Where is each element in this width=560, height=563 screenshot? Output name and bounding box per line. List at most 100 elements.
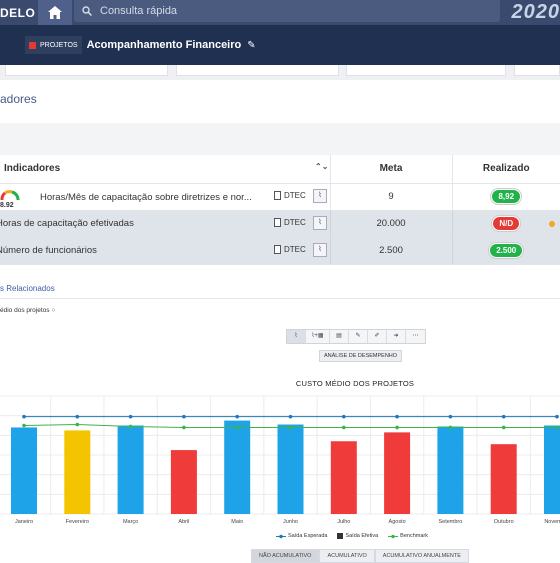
export-button[interactable]: ➜ <box>387 330 406 343</box>
add-series-button[interactable]: ⌇+▦ <box>306 330 330 343</box>
project-bar: PROJETOS Acompanhamento Financeiro ✎ <box>0 25 560 65</box>
summary-card <box>176 65 339 76</box>
chart-bar <box>64 430 90 514</box>
table-row[interactable]: Horas de capacitação efetivadas DTEC ⌇ 2… <box>0 210 560 237</box>
chart-bar <box>118 426 144 515</box>
sort-icon[interactable]: ⌃⌄ <box>315 162 328 171</box>
status-badge: 2.500 <box>489 243 523 258</box>
line-chart-button[interactable]: ⌇ <box>287 330 306 343</box>
trend-chart-button[interactable]: ⌇ <box>313 216 327 230</box>
table-row[interactable]: 8.92 Horas/Mês de capacitação sobre dire… <box>0 183 560 210</box>
home-button[interactable] <box>38 0 72 25</box>
col-indicadores[interactable]: Indicadores⌃⌄ <box>0 155 330 183</box>
x-tick-label: Julho <box>337 519 350 525</box>
series-point <box>342 415 346 419</box>
x-tick-label: Junho <box>283 519 298 525</box>
x-tick-label: Maio <box>231 519 243 525</box>
edit-pencil-icon[interactable]: ✎ <box>247 40 255 51</box>
col-realizado: Realizado <box>452 155 560 183</box>
series-point <box>289 415 293 419</box>
chart-bar <box>491 444 517 514</box>
x-tick-label: Setembro <box>438 519 462 525</box>
chart-bar <box>11 427 37 514</box>
series-point <box>235 426 239 430</box>
table-row[interactable]: Número de funcionários DTEC ⌇ 2.500 2.50… <box>0 237 560 264</box>
brand-label: DELO <box>0 6 38 20</box>
series-point <box>555 426 559 430</box>
tab-nao-acumulativo[interactable]: NÃO ACUMULATIVO <box>251 549 319 563</box>
series-point <box>22 415 26 419</box>
more-options-button[interactable]: ⋯ <box>406 330 425 343</box>
series-point <box>449 415 453 419</box>
search-icon <box>82 6 92 16</box>
calendar-icon <box>274 218 281 227</box>
series-point <box>22 424 26 428</box>
series-point <box>502 415 506 419</box>
meta-value: 2.500 <box>330 237 452 264</box>
series-point <box>502 426 506 430</box>
col-meta: Meta <box>330 155 452 183</box>
owner-label: DTEC <box>274 191 306 200</box>
series-point <box>395 426 399 430</box>
x-tick-label: Novembro <box>544 519 560 525</box>
chart-legend: Saída Esperada Saída Efetiva Benchmark <box>276 533 438 539</box>
chart-bar <box>437 426 463 514</box>
indicator-name: Horas/Mês de capacitação sobre diretrize… <box>40 192 252 203</box>
series-point <box>555 415 559 419</box>
home-icon <box>48 6 62 19</box>
table-view-button[interactable]: ▤ <box>330 330 349 343</box>
tag-label: PROJETOS <box>40 42 78 49</box>
summary-cards-strip <box>0 65 560 80</box>
x-tick-label: Outubro <box>494 519 514 525</box>
x-tick-label: Agosto <box>389 519 406 525</box>
chart-toolbar: ⌇ ⌇+▦ ▤ ✎ ✐ ➜ ⋯ <box>286 329 426 344</box>
search-placeholder: Consulta rápida <box>100 5 177 17</box>
related-link[interactable]: s Relacionados <box>0 284 55 293</box>
chart-bar <box>331 441 357 514</box>
chart-selector[interactable]: édio dos projetos ○ <box>0 307 55 314</box>
indicators-table: Indicadores⌃⌄ Meta Realizado 8.92 Horas/… <box>0 155 560 265</box>
year-label: 2020 <box>512 0 560 24</box>
edit-button[interactable]: ✐ <box>368 330 387 343</box>
series-point <box>235 415 239 419</box>
chart-bar <box>171 450 197 514</box>
quick-search-input[interactable]: Consulta rápida <box>74 0 500 22</box>
summary-card <box>5 65 168 76</box>
calendar-icon <box>274 191 281 200</box>
tab-acumulativo-anualmente[interactable]: ACUMULATIVO ANUALMENTE <box>375 549 469 563</box>
chart-bar <box>544 426 560 515</box>
chart-bar <box>384 432 410 514</box>
series-point <box>129 425 133 429</box>
chart-bar <box>278 425 304 514</box>
pen-tool-button[interactable]: ✎ <box>349 330 368 343</box>
legend-item[interactable]: Benchmark <box>388 533 428 539</box>
status-badge: N/D <box>492 216 520 231</box>
tab-acumulativo[interactable]: ACUMULATIVO <box>319 549 374 563</box>
summary-card <box>346 65 506 76</box>
summary-card <box>514 65 560 76</box>
status-badge: 8,92 <box>491 189 521 204</box>
series-point <box>395 415 399 419</box>
x-tick-label: Fevereiro <box>66 519 89 525</box>
meta-value: 20.000 <box>330 210 452 237</box>
calendar-icon <box>274 245 281 254</box>
chart-title: CUSTO MÉDIO DOS PROJETOS <box>0 379 560 388</box>
x-tick-label: Março <box>123 519 138 525</box>
tag-color-square <box>29 42 36 49</box>
trend-chart-button[interactable]: ⌇ <box>313 189 327 203</box>
series-point <box>342 426 346 430</box>
gauge-value: 8.92 <box>0 202 14 209</box>
accumulation-tabs: NÃO ACUMULATIVO ACUMULATIVO ACUMULATIVO … <box>251 549 469 563</box>
trend-chart-button[interactable]: ⌇ <box>313 243 327 257</box>
project-tag[interactable]: PROJETOS <box>25 36 82 54</box>
settings-circle-icon[interactable]: ○ <box>51 307 55 314</box>
legend-item[interactable]: Saída Esperada <box>276 533 327 539</box>
divider-band <box>0 123 560 155</box>
series-point <box>76 423 80 427</box>
performance-analysis-button[interactable]: ANÁLISE DE DESEMPENHO <box>319 350 402 362</box>
chart-bar <box>224 421 250 514</box>
x-tick-label: Janeiro <box>15 519 33 525</box>
meta-value: 9 <box>330 183 452 210</box>
legend-item[interactable]: Saída Efetiva <box>337 533 378 539</box>
